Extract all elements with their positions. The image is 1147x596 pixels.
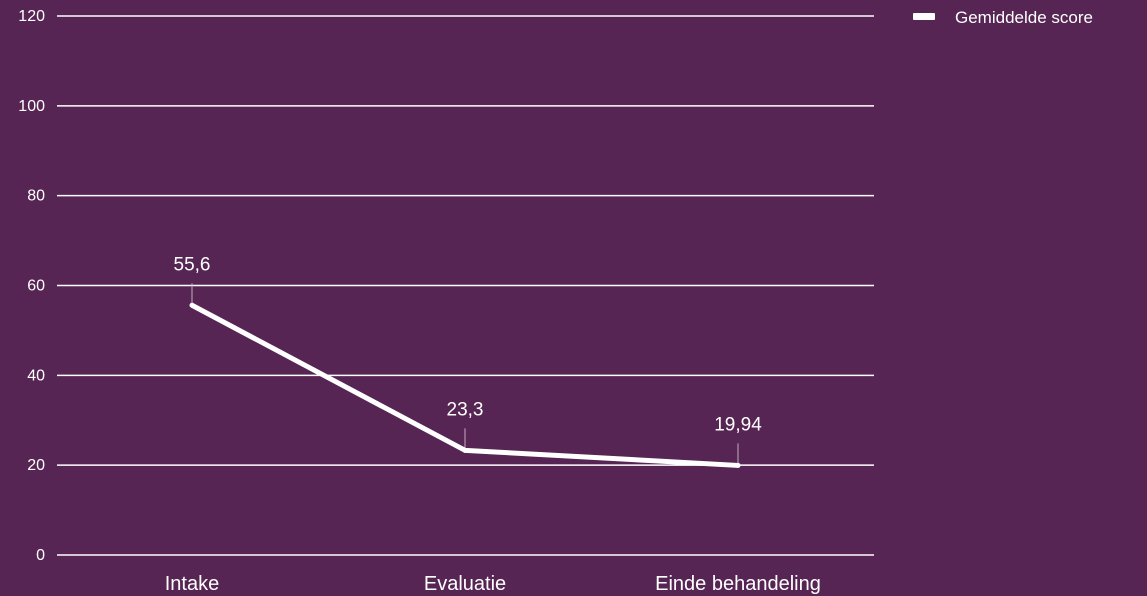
data-label-2: 19,94 <box>714 414 762 435</box>
y-axis-ticks: 0 20 40 60 80 100 120 <box>18 8 45 564</box>
y-tick-label-40: 40 <box>27 367 45 384</box>
y-tick-label-100: 100 <box>18 98 45 115</box>
data-point-0 <box>189 302 195 308</box>
y-tick-label-0: 0 <box>36 547 45 564</box>
data-label-1: 23,3 <box>447 399 484 420</box>
data-point-2 <box>735 462 741 468</box>
legend-label-gemiddelde-score: Gemiddelde score <box>955 8 1093 27</box>
gridlines <box>57 15 874 556</box>
x-category-label-1: Evaluatie <box>424 573 506 595</box>
data-labels: 55,6 23,3 19,94 <box>174 254 763 435</box>
legend-swatch <box>913 13 935 20</box>
x-axis-categories: Intake Evaluatie Einde behandeling <box>165 573 821 595</box>
x-category-label-0: Intake <box>165 573 219 595</box>
y-tick-label-80: 80 <box>27 188 45 205</box>
legend: Gemiddelde score <box>913 8 1093 27</box>
data-point-1 <box>462 447 468 453</box>
y-tick-label-20: 20 <box>27 457 45 474</box>
y-tick-label-60: 60 <box>27 278 45 295</box>
data-label-leaders <box>191 283 739 465</box>
series-layer <box>189 302 741 468</box>
x-category-label-2: Einde behandeling <box>655 573 821 595</box>
data-label-0: 55,6 <box>174 254 211 275</box>
y-tick-label-120: 120 <box>18 8 45 25</box>
